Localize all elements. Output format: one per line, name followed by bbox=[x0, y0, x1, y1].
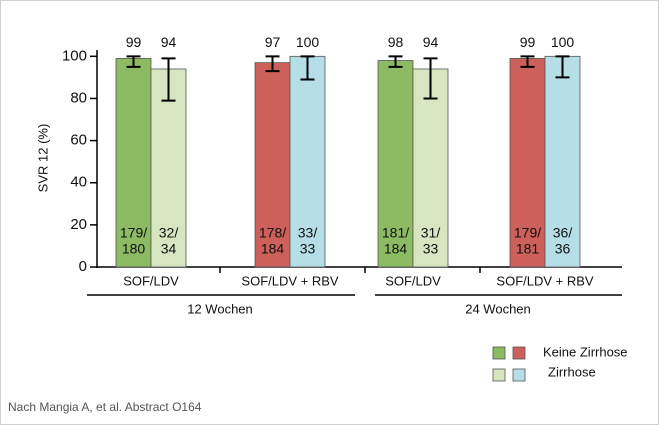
x-tick-label: SOF/LDV bbox=[123, 273, 179, 288]
footnote: Nach Mangia A, et al. Abstract O164 bbox=[8, 400, 202, 414]
error-bar bbox=[388, 55, 403, 68]
y-tick-label: 60 bbox=[70, 132, 87, 149]
n-label: 180 bbox=[122, 241, 146, 257]
legend-swatch bbox=[512, 368, 526, 382]
n-label: 32/ bbox=[159, 225, 179, 241]
n-label: 184 bbox=[261, 241, 285, 257]
n-label: 33 bbox=[423, 241, 439, 257]
value-label: 100 bbox=[551, 34, 575, 50]
group-label: 12 Wochen bbox=[187, 301, 253, 316]
n-label: 31/ bbox=[421, 225, 441, 241]
n-label: 178/ bbox=[259, 225, 286, 241]
x-tick-label: SOF/LDV + RBV bbox=[241, 273, 338, 288]
n-label: 34 bbox=[161, 241, 177, 257]
n-label: 36 bbox=[555, 241, 571, 257]
y-axis-label: SVR 12 (%) bbox=[35, 124, 50, 193]
y-tick-label: 0 bbox=[79, 258, 87, 275]
y-tick-label: 20 bbox=[70, 216, 87, 233]
error-bar bbox=[423, 57, 438, 100]
bar bbox=[115, 58, 152, 268]
bar bbox=[377, 60, 414, 268]
legend-swatch bbox=[512, 346, 526, 360]
n-label: 33/ bbox=[298, 225, 318, 241]
y-tick-label: 80 bbox=[70, 89, 87, 106]
n-label: 184 bbox=[384, 241, 408, 257]
group-label: 24 Wochen bbox=[465, 301, 531, 316]
legend-swatch bbox=[492, 346, 506, 360]
value-label: 94 bbox=[161, 34, 177, 50]
bar bbox=[254, 62, 291, 268]
n-label: 36/ bbox=[553, 225, 573, 241]
legend-label: Zirrhose bbox=[548, 364, 596, 379]
legend-label: Keine Zirrhose bbox=[543, 344, 628, 359]
error-bar bbox=[161, 57, 176, 102]
x-tick-label: SOF/LDV bbox=[385, 273, 441, 288]
bar bbox=[412, 68, 449, 268]
error-bar bbox=[520, 55, 535, 68]
value-label: 94 bbox=[423, 34, 439, 50]
x-tick-label: SOF/LDV + RBV bbox=[496, 273, 593, 288]
value-label: 97 bbox=[265, 34, 281, 50]
n-label: 33 bbox=[300, 241, 316, 257]
bar bbox=[509, 58, 546, 268]
y-tick-label: 100 bbox=[62, 47, 87, 64]
n-label: 181/ bbox=[382, 225, 409, 241]
error-bar bbox=[555, 55, 570, 79]
bar bbox=[289, 55, 326, 268]
value-label: 99 bbox=[520, 34, 536, 50]
error-bar bbox=[300, 55, 315, 81]
legend-swatch bbox=[492, 368, 506, 382]
value-label: 100 bbox=[296, 34, 320, 50]
n-label: 181 bbox=[516, 241, 540, 257]
n-label: 179/ bbox=[514, 225, 541, 241]
value-label: 98 bbox=[388, 34, 404, 50]
value-label: 99 bbox=[126, 34, 142, 50]
error-bar bbox=[265, 55, 280, 73]
n-label: 179/ bbox=[120, 225, 147, 241]
error-bar bbox=[126, 55, 141, 68]
y-tick-label: 40 bbox=[70, 174, 87, 191]
